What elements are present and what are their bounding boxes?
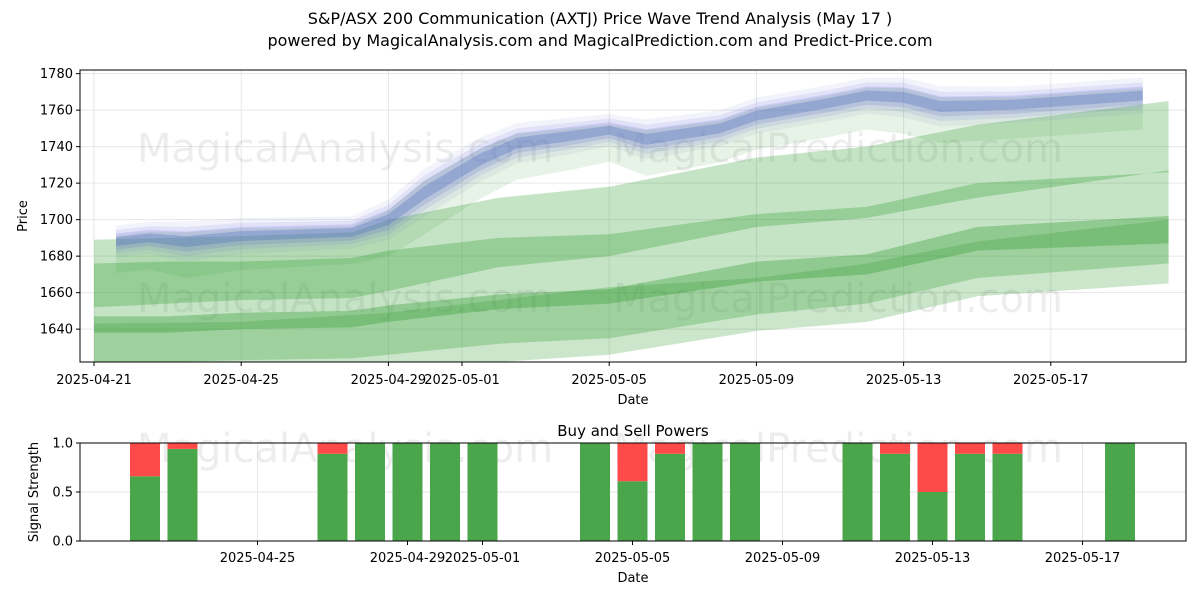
watermark-text: MagicalAnalysis.com bbox=[137, 276, 553, 322]
x-tick-label: 2025-04-29 bbox=[370, 551, 446, 566]
y-tick-label: 1680 bbox=[40, 250, 73, 265]
x-tick-label: 2025-04-25 bbox=[220, 551, 296, 566]
sell-bar bbox=[955, 443, 985, 454]
x-tick-label: 2025-05-13 bbox=[866, 373, 942, 388]
buy-bar bbox=[692, 443, 723, 541]
watermark-text: MagicalPrediction.com bbox=[613, 126, 1063, 172]
buy-bar bbox=[1105, 443, 1135, 541]
x-tick-label: 2025-05-05 bbox=[595, 551, 671, 566]
sell-bar bbox=[167, 443, 198, 449]
sell-bar bbox=[880, 443, 910, 454]
x-tick-label: 2025-04-21 bbox=[56, 373, 132, 388]
green-lower-band bbox=[94, 216, 1169, 333]
x-tick-label: 2025-05-05 bbox=[571, 373, 647, 388]
x-tick-label: 2025-04-29 bbox=[351, 373, 427, 388]
top-plot-area bbox=[94, 77, 1169, 362]
price-wave-band bbox=[116, 86, 1143, 252]
green-fan-band bbox=[94, 101, 1169, 362]
green-bottom-fan bbox=[94, 219, 1169, 362]
y-tick-label: 1780 bbox=[40, 67, 73, 82]
buy-bar bbox=[880, 453, 910, 541]
buy-bar bbox=[842, 443, 873, 541]
y-axis-label: Price bbox=[16, 200, 31, 232]
x-tick-label: 2025-05-17 bbox=[1045, 551, 1121, 566]
buy-bar bbox=[955, 453, 985, 541]
price-wave-band bbox=[116, 90, 1143, 248]
x-axis-label: Date bbox=[617, 393, 648, 408]
y-tick-label: 1660 bbox=[40, 286, 73, 301]
y-tick-label: 1720 bbox=[40, 177, 73, 192]
bottom-chart-title: Buy and Sell Powers bbox=[557, 422, 709, 440]
sell-bar bbox=[130, 443, 160, 477]
x-tick-label: 2025-05-09 bbox=[745, 551, 821, 566]
buy-bar bbox=[317, 453, 348, 541]
buy-bar bbox=[992, 453, 1023, 541]
y-tick-label: 1700 bbox=[40, 213, 73, 228]
buy-bar bbox=[655, 453, 685, 541]
y-tick-label: 1640 bbox=[40, 323, 73, 338]
x-axis-label: Date bbox=[617, 571, 648, 586]
buy-bar bbox=[730, 443, 760, 541]
y-tick-label: 1760 bbox=[40, 104, 73, 119]
top-axes-frame bbox=[79, 69, 1187, 363]
buy-bar bbox=[467, 443, 498, 541]
buy-bar bbox=[392, 443, 423, 541]
y-tick-label: 1.0 bbox=[52, 437, 73, 452]
sell-bar bbox=[317, 443, 348, 454]
x-tick-label: 2025-05-01 bbox=[445, 551, 521, 566]
price-wave-band bbox=[116, 77, 1143, 262]
buy-bar bbox=[130, 476, 160, 541]
green-upper-band bbox=[94, 170, 1169, 308]
watermark-text: MagicalAnalysis.com bbox=[137, 126, 553, 172]
chart-title: S&P/ASX 200 Communication (AXTJ) Price W… bbox=[307, 9, 893, 28]
buy-bar bbox=[617, 481, 648, 541]
buy-bar bbox=[355, 443, 385, 541]
x-tick-label: 2025-05-01 bbox=[424, 373, 500, 388]
price-wave-band bbox=[116, 82, 1143, 257]
x-tick-label: 2025-04-25 bbox=[203, 373, 279, 388]
y-tick-label: 1740 bbox=[40, 140, 73, 155]
green-wave-shadow bbox=[116, 88, 1143, 279]
y-axis-label: Signal Strength bbox=[27, 442, 42, 542]
sell-bar bbox=[617, 443, 648, 482]
watermark-text: MagicalPrediction.com bbox=[613, 276, 1063, 322]
y-tick-label: 0.0 bbox=[52, 535, 73, 550]
x-tick-label: 2025-05-13 bbox=[895, 551, 971, 566]
x-tick-label: 2025-05-17 bbox=[1013, 373, 1089, 388]
y-tick-label: 0.5 bbox=[52, 486, 73, 501]
buy-bar bbox=[917, 492, 948, 541]
chart-subtitle: powered by MagicalAnalysis.com and Magic… bbox=[267, 31, 933, 50]
sell-bar bbox=[992, 443, 1023, 454]
buy-bar bbox=[167, 448, 198, 541]
watermark-text: MagicalPrediction.com bbox=[613, 426, 1063, 472]
sell-bar bbox=[917, 443, 948, 492]
x-tick-label: 2025-05-09 bbox=[719, 373, 795, 388]
buy-bar bbox=[430, 443, 460, 541]
sell-bar bbox=[655, 443, 685, 454]
buy-bar bbox=[580, 443, 610, 541]
